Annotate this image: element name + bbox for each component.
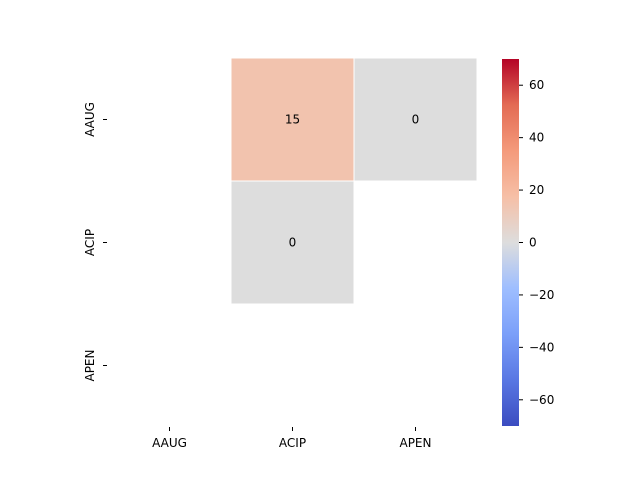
heatmap-cell [230, 57, 355, 182]
x-tick-label: AAUG [152, 436, 187, 450]
colorbar-gradient [502, 59, 519, 426]
colorbar-tick-label: 20 [529, 183, 544, 197]
x-tick-label: ACIP [279, 436, 306, 450]
heatmap-cells: 15 00 [230, 57, 478, 305]
colorbar-tick-label: −20 [529, 288, 554, 302]
y-axis: AAUG ACIP APEN [83, 102, 107, 382]
colorbar-tick-label: −40 [529, 340, 554, 354]
x-tick-label: APEN [399, 436, 431, 450]
colorbar-tick-label: −60 [529, 393, 554, 407]
colorbar: 60 40 20 0 −20 −40 −60 [502, 59, 554, 426]
x-axis: AAUG ACIP APEN [152, 427, 432, 450]
cell-value-label: 0 [289, 236, 297, 250]
cell-value-label: 0 [412, 113, 420, 127]
colorbar-tick-label: 60 [529, 78, 544, 92]
y-tick-label: AAUG [83, 102, 97, 137]
cell-value-label: 15 [285, 113, 300, 127]
heatmap-cell [230, 180, 355, 305]
y-tick-label: ACIP [83, 229, 97, 256]
y-tick-label: APEN [83, 349, 97, 381]
colorbar-tick-label: 40 [529, 131, 544, 145]
colorbar-tick-label: 0 [529, 236, 537, 250]
heatmap-cell [353, 57, 478, 182]
